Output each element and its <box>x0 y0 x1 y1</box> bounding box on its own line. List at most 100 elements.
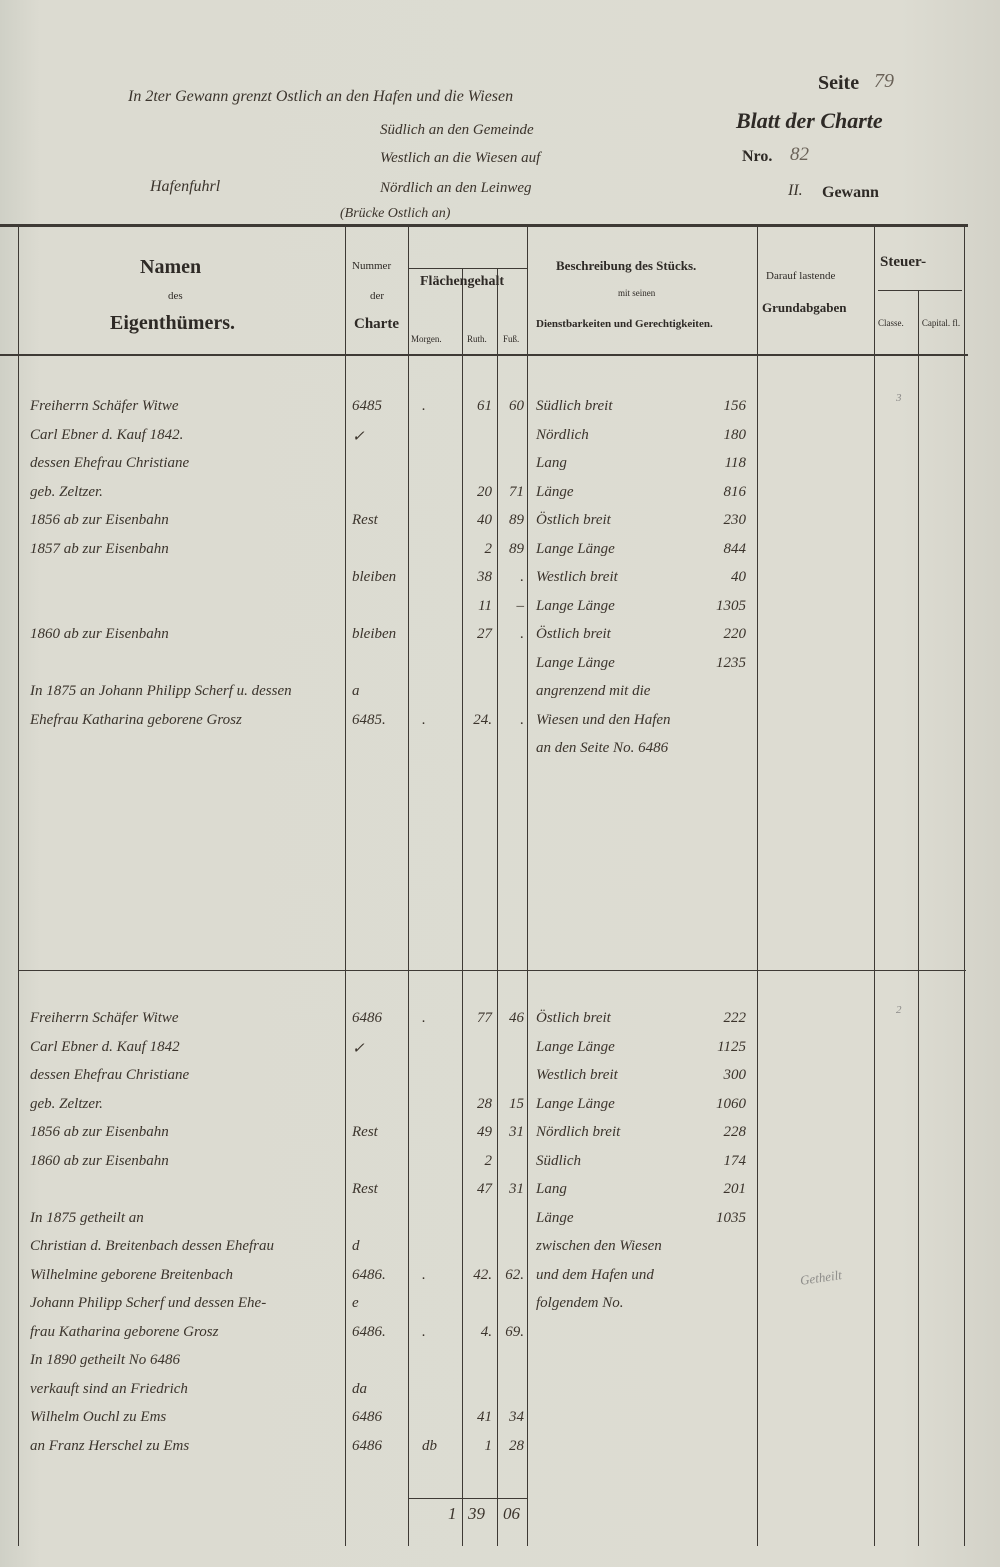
cell-name: geb. Zeltzer. <box>30 483 103 500</box>
entry-line: 1856 ab zur Eisenbahn Rest 49 31 Nördlich br… <box>0 1124 1000 1152</box>
cell-name: Johann Philipp Scherf und dessen Ehe- <box>30 1295 267 1311</box>
cell-name: Carl Ebner d. Kauf 1842. <box>30 426 184 443</box>
boundary-line-2: Südlich an den Gemeinde <box>380 122 534 138</box>
entry-line: Carl Ebner d. Kauf 1842. ✓ Nördlich 180 <box>0 427 1000 455</box>
cell-desc: Östlich breit <box>536 512 611 528</box>
gewann-number: II. <box>788 182 803 199</box>
cell-num: Rest <box>352 1124 378 1140</box>
cell-name: 1856 ab zur Eisenbahn <box>30 1124 169 1140</box>
header-classe: Classe. <box>878 318 904 328</box>
entry-line: Lange Länge 1235 <box>0 655 1000 683</box>
col-line <box>408 226 409 1546</box>
entry-line: 11 – Lange Länge 1305 <box>0 598 1000 626</box>
cell-desc: Östlich breit <box>536 1010 611 1026</box>
cell-fuss: 28 <box>509 1437 524 1454</box>
cell-name: Wilhelm Ouchl zu Ems <box>30 1409 167 1425</box>
cell-fuss: 31 <box>509 1124 524 1140</box>
col-line <box>964 226 965 1546</box>
cell-val: 220 <box>723 626 747 642</box>
cell-desc: Lange Länge <box>536 540 615 557</box>
total-rule <box>408 1498 528 1499</box>
entry-line: dessen Ehefrau Christiane Lang 118 <box>0 455 1000 483</box>
cell-ruth: 40 <box>477 512 492 528</box>
cell-ruth: 49 <box>477 1124 492 1140</box>
entry-line: Freiherrn Schäfer Witwe 6486. 77 46 Östlich … <box>0 1010 1000 1038</box>
entry-line: dessen Ehefrau Christiane Westlich breit 3… <box>0 1067 1000 1095</box>
cell-ruth: 27 <box>477 626 492 642</box>
col-line <box>345 226 346 1546</box>
cell-name: dessen Ehefrau Christiane <box>30 1067 190 1083</box>
cell-val: 118 <box>724 455 746 471</box>
cell-morgen: . <box>422 1010 426 1026</box>
cell-fuss: 62. <box>505 1266 524 1283</box>
header-flaechengehalt: Flächengehalt <box>420 274 504 289</box>
header-darauf: Darauf lastende <box>766 270 836 282</box>
cell-num: 6486 <box>352 1010 382 1026</box>
entry-line: 1857 ab zur Eisenbahn 2 89 Lange Länge 844 <box>0 541 1000 569</box>
seite-value: 79 <box>874 70 894 92</box>
cell-desc: Lang <box>536 455 567 471</box>
cell-num: ✓ <box>352 428 365 445</box>
nro-value: 82 <box>790 144 809 165</box>
cell-name: 1857 ab zur Eisenbahn <box>30 540 169 557</box>
gewann-label: Gewann <box>822 184 879 201</box>
cell-desc: und dem Hafen und <box>536 1266 654 1283</box>
cell-ruth: 28 <box>477 1095 492 1112</box>
header-capital: Capital. fl. <box>921 318 961 328</box>
blatt-der-charte-label: Blatt der Charte <box>736 108 883 133</box>
cell-fuss: 60 <box>509 398 524 414</box>
cell-ruth: 77 <box>477 1010 492 1026</box>
entry-line: 1860 ab zur Eisenbahn 2 Südlich 174 <box>0 1153 1000 1181</box>
cell-fuss: 34 <box>509 1409 524 1425</box>
table-top-rule <box>0 224 968 227</box>
entry-line: bleiben 38. Westlich breit 40 <box>0 569 1000 597</box>
cell-desc: Lange Länge <box>536 1095 615 1112</box>
cell-desc: folgendem No. <box>536 1295 624 1311</box>
header-nummer: Nummer <box>352 260 392 272</box>
boundary-line-4: Nördlich an den Leinweg <box>380 180 532 196</box>
header-charte: Charte <box>354 316 399 332</box>
cell-ruth: 1 <box>484 1437 493 1454</box>
cell-fuss: 89 <box>509 540 524 557</box>
cell-fuss: 15 <box>509 1095 524 1112</box>
cell-ruth: 41 <box>477 1409 492 1425</box>
cell-num: da <box>352 1380 367 1397</box>
cell-desc: an den Seite No. 6486 <box>536 740 669 756</box>
cell-fuss: 31 <box>509 1181 524 1197</box>
cell-num: 6486. <box>352 1266 386 1283</box>
entry-line: Ehefrau Katharina geborene Grosz 6485.. 24… <box>0 712 1000 740</box>
cell-desc: Östlich breit <box>536 626 611 642</box>
cell-name: Freiherrn Schäfer Witwe <box>30 398 179 414</box>
cell-name: Carl Ebner d. Kauf 1842 <box>30 1038 180 1055</box>
header-steuer: Steuer- <box>880 254 927 270</box>
header-fuss: Fuß. <box>503 334 520 344</box>
entry-line: Carl Ebner d. Kauf 1842 ✓ Lange Länge 1125 <box>0 1039 1000 1067</box>
cell-val: 156 <box>723 398 747 414</box>
cell-desc: Lange Länge <box>536 1038 615 1055</box>
entry-line: In 1890 getheilt No 6486 <box>0 1352 1000 1380</box>
boundary-line-3: Westlich an die Wiesen auf <box>380 150 541 166</box>
cell-num: ✓ <box>352 1040 365 1057</box>
header-ruth: Ruth. <box>467 334 487 344</box>
cell-val: 816 <box>723 483 747 500</box>
header-mit-seinen: mit seinen <box>618 288 656 298</box>
cell-fuss: . <box>520 569 524 585</box>
section-divider <box>18 970 966 971</box>
col-line <box>462 268 463 1546</box>
cell-val: 201 <box>723 1181 747 1197</box>
classe-value: 2 <box>896 1004 902 1016</box>
cell-val: 228 <box>723 1124 747 1140</box>
cell-ruth: 2 <box>484 1152 493 1169</box>
boundary-line-1: In 2ter Gewann grenzt Ostlich an den Haf… <box>128 88 514 105</box>
col-line <box>497 268 498 1546</box>
cell-desc: Länge <box>536 483 574 500</box>
entry-line: Christian d. Breitenbach dessen Ehefrau d… <box>0 1238 1000 1266</box>
entry-line: 1860 ab zur Eisenbahn bleiben 27. Östlich b… <box>0 626 1000 654</box>
cell-morgen: . <box>422 398 426 414</box>
entry-line: Wilhelm Ouchl zu Ems 6486 41 34 <box>0 1409 1000 1437</box>
cell-name: 1860 ab zur Eisenbahn <box>30 626 169 642</box>
col-line <box>874 226 875 1546</box>
cell-name: geb. Zeltzer. <box>30 1095 103 1112</box>
header-dienstbarkeiten: Dienstbarkeiten und Gerechtigkeiten. <box>536 318 713 330</box>
